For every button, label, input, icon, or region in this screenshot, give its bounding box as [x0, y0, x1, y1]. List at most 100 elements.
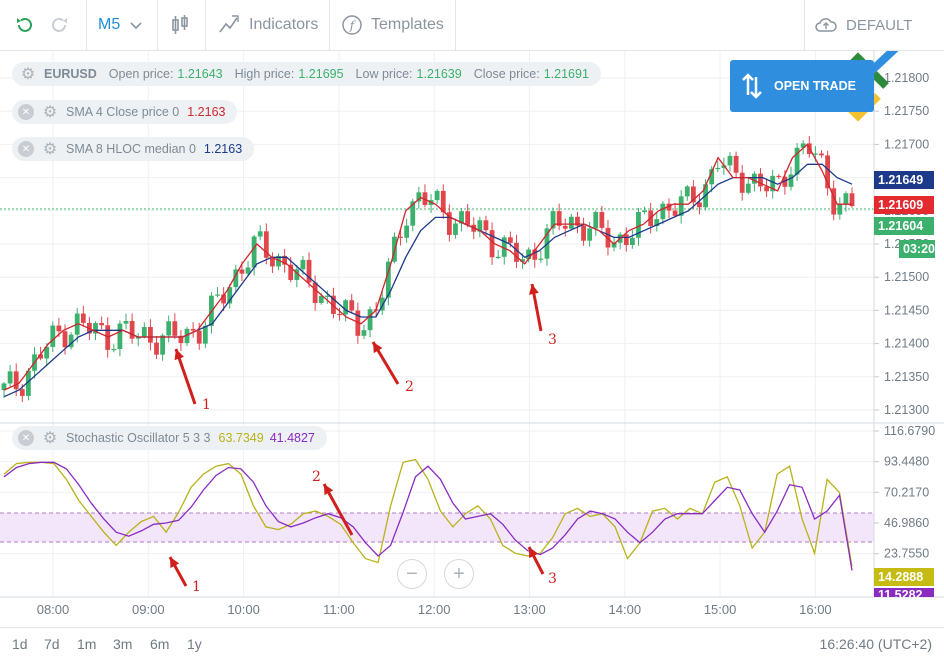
templates-button[interactable]: f Templates: [341, 0, 444, 50]
candle-body: [800, 143, 806, 148]
candle-body: [379, 297, 385, 311]
candle-body: [385, 261, 391, 298]
range-7d-button[interactable]: 7d: [44, 636, 60, 652]
annotation-arrows: 1 2 3 1 2 3: [168, 283, 557, 595]
candle-body: [532, 249, 538, 260]
candle-body: [825, 155, 830, 189]
candle-body: [812, 153, 818, 155]
settings-gear-icon[interactable]: ⚙: [20, 66, 36, 83]
candle-body: [764, 186, 769, 192]
range-1y-button[interactable]: 1y: [187, 636, 202, 652]
candle-body: [459, 211, 464, 224]
candle-body: [282, 255, 288, 265]
range-1d-button[interactable]: 1d: [12, 636, 28, 652]
annotation-arrowhead: [528, 284, 539, 295]
candle-body: [690, 186, 696, 203]
high-price-label: High price:: [234, 67, 295, 81]
settings-gear-icon[interactable]: ⚙: [42, 430, 58, 447]
candle-body: [678, 196, 684, 216]
range-3m-button[interactable]: 3m: [113, 636, 133, 652]
candle-body: [233, 269, 239, 288]
candle-body: [514, 242, 519, 262]
price-tick-label: 1.21700: [884, 137, 929, 151]
candle-body: [154, 342, 159, 355]
profile-label: DEFAULT: [846, 16, 913, 34]
redo-icon[interactable]: [48, 0, 70, 50]
annotation-label: 2: [405, 379, 414, 395]
candle-body: [410, 201, 416, 226]
candle-body: [178, 335, 184, 344]
candle-body: [697, 202, 702, 208]
candle-body: [270, 257, 275, 267]
candle-body: [367, 309, 373, 331]
time-axis-ticks: 08:00 09:00 10:00 11:00 12:00 13:00 14:00 15:00…: [37, 602, 832, 617]
candle-body: [172, 321, 178, 336]
low-price-label: Low price:: [355, 67, 413, 81]
candle-body: [526, 249, 532, 260]
zoom-out-button[interactable]: −: [397, 559, 427, 589]
candle-body: [501, 237, 507, 257]
sma8-pill: ✕ ⚙ SMA 8 HLOC median 0 1.2163: [12, 137, 255, 161]
time-tick-label: 16:00: [799, 602, 832, 617]
toolbar-divider: [455, 0, 456, 50]
candle-body: [605, 227, 611, 248]
current-price-tag: 1.21604: [874, 217, 934, 235]
templates-icon: f: [342, 15, 362, 35]
timeframe-select[interactable]: M5: [98, 0, 144, 50]
settings-gear-icon[interactable]: ⚙: [42, 141, 58, 158]
candle-body: [782, 176, 788, 187]
toolbar-divider: [804, 0, 805, 50]
range-6m-button[interactable]: 6m: [150, 636, 170, 652]
candle-body: [306, 259, 312, 283]
candle-body: [166, 321, 172, 336]
candle-body: [660, 203, 666, 220]
oscillator-tick-label: 23.7550: [884, 547, 929, 561]
candle-body: [129, 320, 135, 339]
templates-label: Templates: [371, 16, 444, 33]
range-1m-button[interactable]: 1m: [77, 636, 97, 652]
candle-body: [642, 210, 647, 212]
candle-body: [56, 325, 62, 332]
sma4-line: [3, 143, 852, 391]
open-trade-label: OPEN TRADE: [774, 79, 856, 93]
candle-body: [184, 328, 190, 344]
chart-type-button[interactable]: [170, 0, 190, 50]
oscillator-tick-label: 70.2170: [884, 485, 929, 499]
candle-body: [294, 269, 300, 280]
candle-body: [629, 237, 635, 245]
annotation-label: 3: [548, 571, 557, 587]
stochastic-label: Stochastic Oscillator 5 3 3: [66, 431, 211, 445]
sma4-pill: ✕ ⚙ SMA 4 Close price 0 1.2163: [12, 100, 238, 124]
candle-body: [312, 282, 318, 303]
remove-indicator-icon[interactable]: ✕: [18, 141, 34, 157]
candle-body: [276, 255, 281, 267]
profile-button[interactable]: DEFAULT: [814, 0, 912, 50]
candle-body: [26, 370, 31, 396]
indicators-button[interactable]: Indicators: [218, 0, 318, 50]
candle-body: [568, 216, 574, 229]
settings-gear-icon[interactable]: ⚙: [42, 104, 58, 121]
open-trade-button[interactable]: OPEN TRADE: [730, 60, 874, 112]
candle-body: [758, 173, 763, 187]
candle-body: [227, 287, 233, 304]
annotation-arrowhead: [373, 342, 383, 354]
remove-indicator-icon[interactable]: ✕: [18, 104, 34, 120]
undo-icon[interactable]: [14, 0, 36, 50]
zoom-in-button[interactable]: +: [444, 559, 474, 589]
candle-body: [837, 203, 843, 215]
remove-indicator-icon[interactable]: ✕: [18, 430, 34, 446]
candle-body: [562, 225, 568, 229]
time-tick-label: 09:00: [132, 602, 165, 617]
candle-body: [50, 325, 56, 347]
candle-body: [453, 223, 458, 235]
candle-body: [611, 242, 617, 248]
candle-body: [38, 354, 44, 359]
candle-body: [721, 165, 727, 168]
candle-body: [819, 153, 824, 156]
candle-body: [794, 147, 800, 175]
candle-body: [288, 264, 294, 280]
candle-body: [483, 220, 489, 231]
toolbar-divider: [329, 0, 330, 50]
candle-body: [324, 295, 330, 297]
